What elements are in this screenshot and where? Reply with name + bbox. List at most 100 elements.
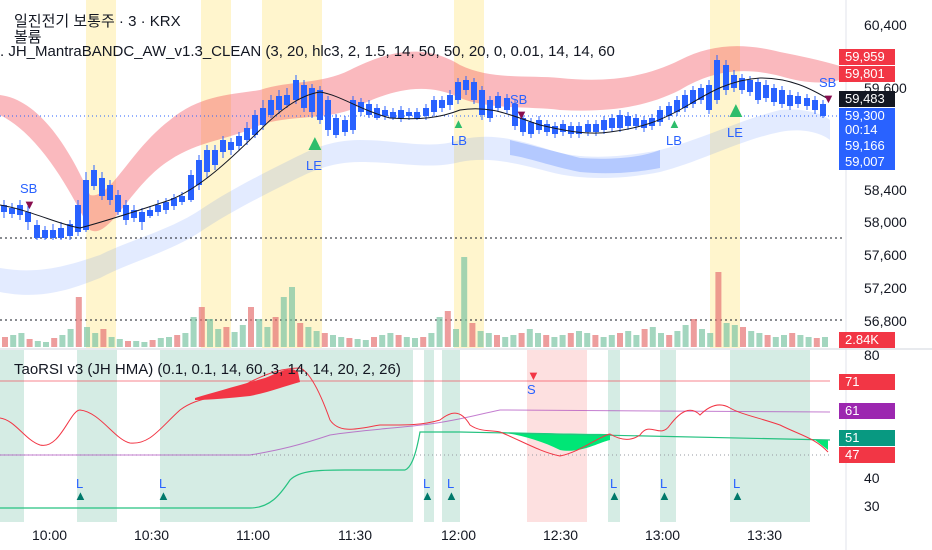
candle-body [171, 198, 177, 206]
candle-body [406, 112, 412, 116]
candle-body [471, 82, 477, 100]
candle-body [350, 100, 356, 130]
candle-body [576, 126, 582, 134]
volume-bar [633, 335, 640, 347]
volume-bar [280, 297, 287, 347]
candle-body [771, 88, 777, 102]
rsi-indicator-label[interactable]: TaoRSI v3 (JH HMA) (0.1, 0.1, 14, 60, 3,… [14, 361, 401, 378]
chart-title: 일진전기 보통주 · 3 · KRX [14, 13, 181, 30]
volume-bar [428, 333, 435, 347]
candle-body [83, 180, 89, 230]
candle-body [260, 108, 266, 125]
volume-bar [223, 327, 230, 347]
rsi-tag-purple: 61 [839, 403, 895, 419]
candle-body [50, 230, 56, 238]
volume-bar [822, 337, 828, 347]
candle-body [75, 205, 81, 232]
time-axis-label: 10:00 [32, 527, 68, 543]
volume-bar [576, 331, 582, 347]
candle-body [423, 108, 429, 116]
price-tag-lower-band-2: 59,007 [839, 154, 895, 170]
volume-bar [198, 307, 205, 347]
price-axis-label: 56,800 [864, 313, 907, 329]
candle-body [155, 205, 161, 212]
candle-body [147, 210, 153, 216]
volume-bar [403, 337, 410, 347]
volume-bar [166, 337, 172, 347]
signal-sb: SB [510, 92, 528, 107]
rsi-axis-label: 80 [864, 347, 880, 363]
sell-triangle-icon: ▼ [527, 368, 540, 383]
volume-bar [100, 329, 107, 347]
candle-body [244, 128, 250, 140]
signal-lb: LB [451, 133, 467, 148]
candle-body [560, 124, 566, 132]
candle-body [42, 230, 48, 238]
volume-bar [477, 331, 484, 347]
volume-bar [797, 335, 804, 347]
candle-body [544, 124, 550, 132]
candle-body [617, 115, 623, 128]
volume-bar [526, 329, 533, 347]
candle-body [220, 140, 226, 152]
volume-bar [395, 335, 402, 347]
rsi-green-fill-2 [815, 440, 828, 450]
buy-triangle-icon: ▲ [731, 488, 744, 503]
volume-bar [617, 333, 623, 347]
volume-bar [666, 335, 673, 347]
price-axis-label: 57,200 [864, 280, 907, 296]
candle-body [552, 126, 558, 134]
rsi-main-line [0, 367, 829, 457]
rsi-signal-l: L [610, 476, 618, 491]
candle-body [107, 185, 113, 200]
volume-bar [321, 333, 328, 347]
candle-body [487, 100, 493, 118]
volume-bar [789, 333, 796, 347]
signal-sb: SB [20, 181, 38, 196]
indicator-label[interactable]: . JH_MantraBANDC_AW_v1.3_CLEAN (3, 20, h… [0, 43, 615, 60]
volume-bar [141, 342, 148, 347]
candle-body [706, 85, 712, 110]
candle-body [252, 115, 258, 135]
volume-bar [26, 339, 33, 347]
candle-body [698, 88, 704, 100]
volume-bar [551, 337, 558, 347]
candle-body [779, 90, 785, 104]
volume-bar [764, 335, 771, 347]
candle-body [179, 196, 185, 202]
buy-triangle-icon: ▲ [304, 130, 326, 155]
rsi-tag-upper: 71 [839, 374, 895, 390]
volume-bar [723, 323, 730, 347]
price-axis-label: 58,400 [864, 182, 907, 198]
candle-body [520, 118, 526, 132]
volume-bar [272, 317, 279, 347]
candle-body [196, 160, 202, 185]
candle-body [512, 104, 518, 126]
volume-bar [239, 325, 246, 347]
sell-triangle-icon: ▼ [515, 107, 528, 122]
volume-bar [207, 319, 213, 347]
volume-bar [75, 297, 82, 347]
candle-body [731, 75, 737, 88]
time-axis-label: 11:30 [338, 527, 372, 543]
volume-bar [264, 327, 271, 347]
volume-bar [116, 339, 123, 347]
candle-body [9, 208, 15, 214]
volume-bar [190, 317, 197, 347]
candle-body [58, 228, 64, 238]
rsi-zones [0, 350, 810, 522]
candle-body [666, 106, 672, 116]
candle-body [325, 100, 331, 130]
time-axis-label: 13:30 [747, 527, 783, 543]
candle-body [674, 100, 680, 112]
candle-body [204, 150, 210, 172]
price-tag-upper-band: 59,959 [839, 49, 895, 65]
candle-body [593, 124, 599, 132]
candle-body [390, 112, 396, 118]
candle-body [601, 120, 607, 130]
volume-bar [699, 329, 705, 347]
candle-body [34, 225, 40, 238]
volume-bar [543, 335, 550, 347]
volume-bar [412, 338, 418, 347]
